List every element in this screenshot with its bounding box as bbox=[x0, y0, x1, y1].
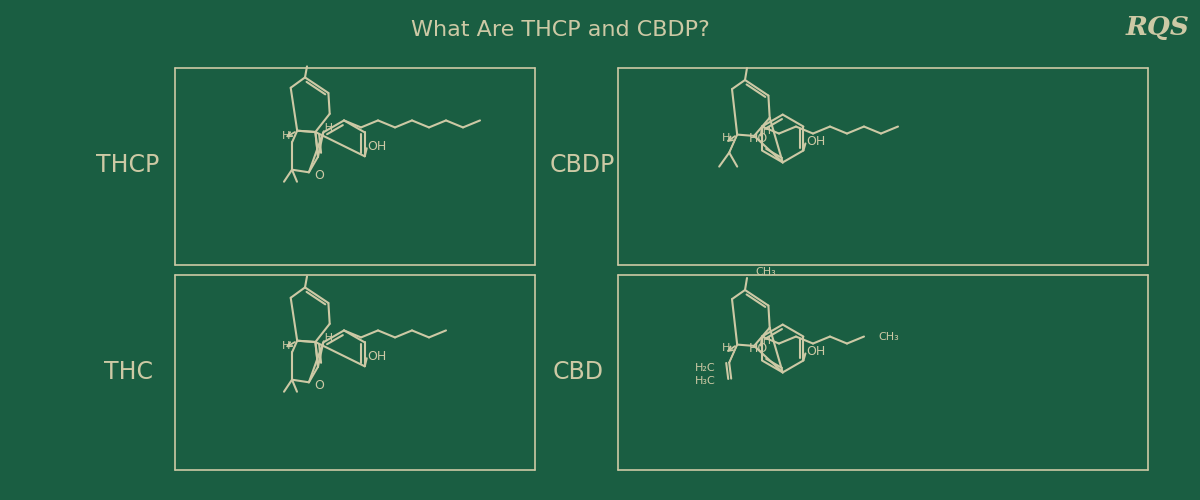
Text: .H: .H bbox=[760, 336, 772, 346]
Text: O: O bbox=[314, 379, 324, 392]
Text: OH: OH bbox=[806, 345, 826, 358]
Text: HO: HO bbox=[749, 342, 768, 355]
Text: O: O bbox=[314, 169, 324, 182]
Text: CBDP: CBDP bbox=[550, 153, 614, 177]
Text: CH₃: CH₃ bbox=[878, 332, 899, 342]
Text: THC: THC bbox=[103, 360, 152, 384]
Text: RQS: RQS bbox=[1126, 16, 1190, 40]
Text: H: H bbox=[282, 130, 290, 140]
Text: H: H bbox=[722, 132, 730, 142]
Text: THCP: THCP bbox=[96, 153, 160, 177]
Text: OH: OH bbox=[367, 140, 386, 153]
Text: OH: OH bbox=[806, 135, 826, 148]
Text: OH: OH bbox=[367, 350, 386, 363]
Text: H: H bbox=[722, 342, 730, 352]
Text: .H: .H bbox=[760, 126, 772, 136]
Text: .H: .H bbox=[322, 333, 334, 343]
Text: H₂C: H₂C bbox=[695, 362, 715, 372]
Text: H₃C: H₃C bbox=[695, 376, 715, 386]
Text: What Are THCP and CBDP?: What Are THCP and CBDP? bbox=[410, 20, 709, 40]
Text: H: H bbox=[282, 340, 290, 350]
Text: HO: HO bbox=[749, 132, 768, 145]
Text: CBD: CBD bbox=[552, 360, 604, 384]
Text: .H: .H bbox=[322, 123, 334, 133]
Text: CH₃: CH₃ bbox=[755, 267, 775, 277]
